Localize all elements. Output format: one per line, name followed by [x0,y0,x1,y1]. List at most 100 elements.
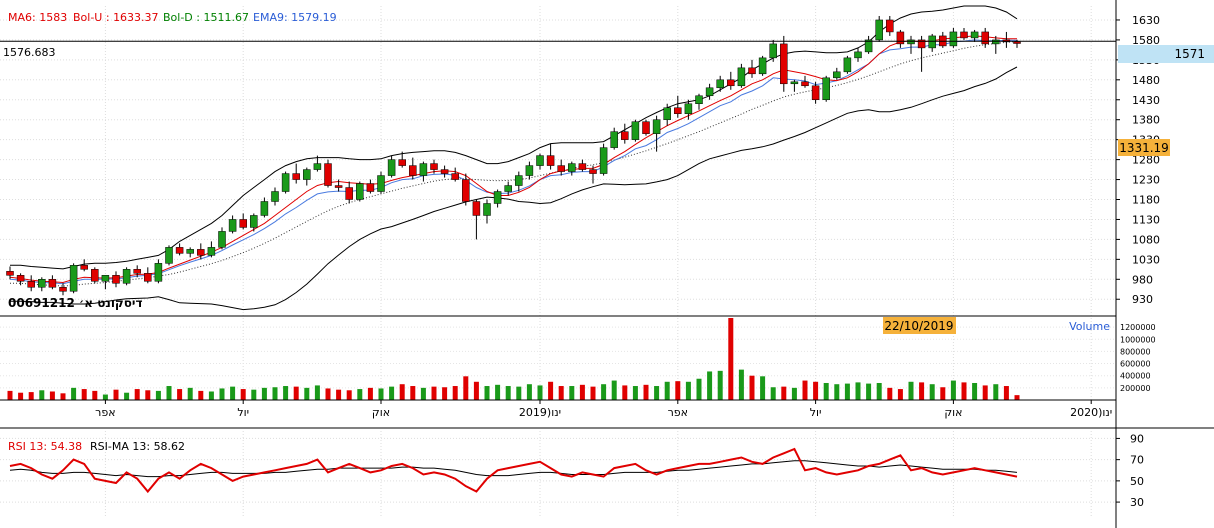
volume-bar [770,387,776,400]
candle-body [27,281,35,288]
rsi-label: RSI 13: 54.38 [8,440,82,453]
rsi-ma-label: RSI-MA 13: 58.62 [90,440,185,453]
volume-bar [399,384,405,400]
date-badge-bg [883,317,956,334]
bol-d-value: 1511.67 [203,11,249,24]
candle-body [38,279,46,288]
volume-bar [505,386,511,400]
candle-body [981,31,989,45]
volume-bar [961,382,967,400]
candle-body [472,201,481,216]
rsi-ma-value: 58.62 [154,440,186,453]
grid-lines [0,6,1116,518]
rsi-ma-line [9,460,1018,478]
price-tick-label: 1130 [1132,213,1160,226]
candle-body [144,273,152,282]
candle-body [207,247,216,256]
volume-bar [410,386,416,400]
volume-bar [749,375,755,400]
volume-bar [378,388,384,400]
volume-bar [230,386,236,400]
volume-bar [60,393,66,400]
candle-body [546,155,555,166]
candle-body [239,219,247,228]
hline-value-text: 1576.683 [3,46,56,59]
volume-bar [579,384,585,400]
candle-body [462,179,470,202]
volume-bar [940,387,946,400]
volume-bar [166,386,172,400]
x-tick-label: אוק [372,406,390,419]
candle-body [928,35,936,49]
candle-body [91,269,99,282]
candle-body [716,79,724,89]
volume-bar [950,380,956,400]
volume-bar [346,390,352,400]
candle-body [154,263,163,282]
volume-bar [1014,395,1020,400]
candle-body [589,169,597,174]
candle-body [854,51,862,59]
candle-body [334,185,343,188]
volume-bar [71,387,77,400]
volume-bar [855,382,861,400]
candle-body [303,169,311,180]
candle-body [822,77,830,101]
volume-bar [325,388,331,400]
candle-body [801,81,809,87]
volume-tick-label: 1200000 [1120,323,1156,332]
volume-bar [993,384,999,400]
candle-body [896,31,905,45]
price-tick-label: 1030 [1132,253,1160,266]
volume-bar [654,386,660,400]
volume-bar [367,387,373,400]
price-tick-label: 1380 [1132,114,1160,127]
ma-line [9,35,1017,284]
candle-body [663,107,671,120]
volume-bar [442,387,448,400]
price-tick-label: 930 [1132,293,1153,306]
volume-bar [685,381,691,400]
volume-bar [336,389,342,400]
volume-bar [601,384,607,400]
volume-bar [134,389,140,400]
price-badge: 1331.19 [1119,141,1169,155]
volume-bar [802,380,808,400]
volume-bar [664,381,670,400]
volume-bar [39,390,45,400]
symbol-label: 00691212 דיסקונט א׳ [8,296,143,310]
x-tick-label: אפר [668,406,688,419]
candle-body [621,131,629,140]
bollinger-mid-line [10,41,1018,287]
volume-bar [643,384,649,400]
volume-bar [760,376,766,400]
price-tick-label: 980 [1132,273,1153,286]
volume-bar [537,385,543,400]
candle-body [642,121,650,134]
volume-bar [484,386,490,400]
candle-body [483,203,491,216]
candle-body [451,173,459,180]
candle-body [250,215,258,228]
ma-value: 1583 [39,11,67,24]
volume-bar [283,386,289,400]
volume-bar [791,387,797,400]
candle-body [175,247,184,254]
candle-body [610,131,618,148]
volume-tick-label: 200000 [1120,384,1151,393]
volume-bar [717,370,723,400]
candle-body [568,163,576,172]
volume-bar [261,387,267,400]
candle-body [907,39,915,45]
volume-bar [124,392,130,400]
ema-label: EMA9: 1579.19 [253,11,337,24]
candle-body [875,19,883,41]
candle-body [260,201,269,216]
candle-body [811,85,820,101]
volume-bar [251,389,257,400]
volume-bar [834,384,840,400]
candle-body [917,39,926,49]
volume-bar [7,390,13,400]
volume-bar [240,389,246,400]
